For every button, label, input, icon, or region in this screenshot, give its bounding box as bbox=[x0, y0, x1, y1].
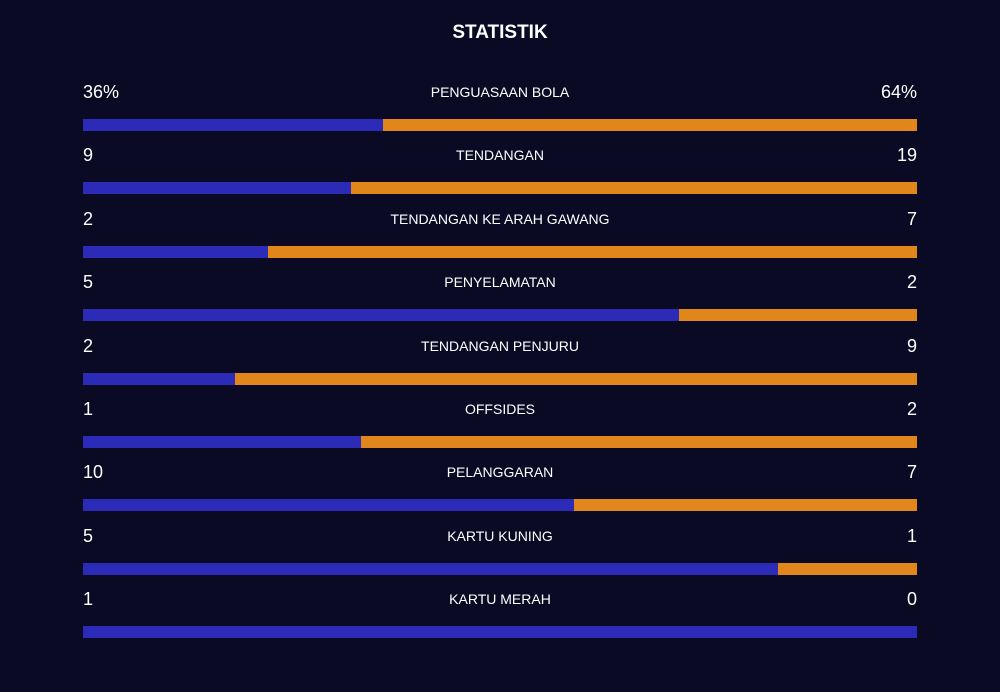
home-value: 5 bbox=[83, 525, 94, 546]
stat-label: OFFSIDES bbox=[464, 401, 535, 417]
away-bar bbox=[778, 562, 917, 575]
away-bar bbox=[383, 119, 917, 131]
away-bar bbox=[573, 499, 917, 512]
stat-label: TENDANGAN KE ARAH GAWANG bbox=[390, 210, 610, 227]
away-value: 0 bbox=[906, 589, 917, 610]
stat-label: PELANGGARAN bbox=[446, 464, 554, 481]
away-value: 7 bbox=[906, 208, 917, 229]
home-value: 5 bbox=[83, 272, 94, 293]
home-bar bbox=[83, 119, 384, 131]
home-bar bbox=[83, 182, 352, 195]
away-value: 7 bbox=[906, 462, 917, 483]
away-bar bbox=[678, 309, 917, 322]
home-value: 1 bbox=[83, 399, 94, 419]
home-value: 2 bbox=[83, 335, 94, 356]
stat-label: TENDANGAN bbox=[456, 147, 544, 164]
home-value: 10 bbox=[83, 462, 104, 483]
away-bar bbox=[268, 245, 917, 258]
away-value: 64% bbox=[880, 82, 917, 102]
home-bar bbox=[83, 499, 574, 512]
stat-label: PENGUASAAN BOLA bbox=[430, 84, 570, 100]
home-bar bbox=[83, 372, 235, 385]
away-value: 1 bbox=[906, 525, 917, 546]
away-bar bbox=[234, 372, 917, 385]
away-value: 2 bbox=[906, 399, 917, 419]
away-value: 9 bbox=[906, 335, 917, 356]
stat-label: KARTU KUNING bbox=[447, 527, 553, 544]
home-value: 9 bbox=[83, 145, 94, 166]
home-bar bbox=[83, 309, 679, 322]
away-bar bbox=[351, 182, 917, 195]
home-bar bbox=[83, 562, 778, 575]
stat-label: TENDANGAN PENJURU bbox=[421, 337, 579, 354]
home-bar bbox=[83, 626, 917, 639]
home-bar bbox=[83, 436, 361, 448]
away-value: 2 bbox=[906, 272, 917, 293]
away-value: 19 bbox=[896, 145, 917, 166]
home-bar bbox=[83, 245, 269, 258]
home-value: 2 bbox=[83, 208, 94, 229]
stat-label: KARTU MERAH bbox=[449, 591, 551, 608]
home-value: 1 bbox=[83, 589, 94, 610]
home-value: 36% bbox=[83, 82, 120, 102]
title: STATISTIK bbox=[452, 22, 548, 43]
away-bar bbox=[361, 436, 917, 448]
stat-label: PENYELAMATAN bbox=[444, 274, 556, 291]
